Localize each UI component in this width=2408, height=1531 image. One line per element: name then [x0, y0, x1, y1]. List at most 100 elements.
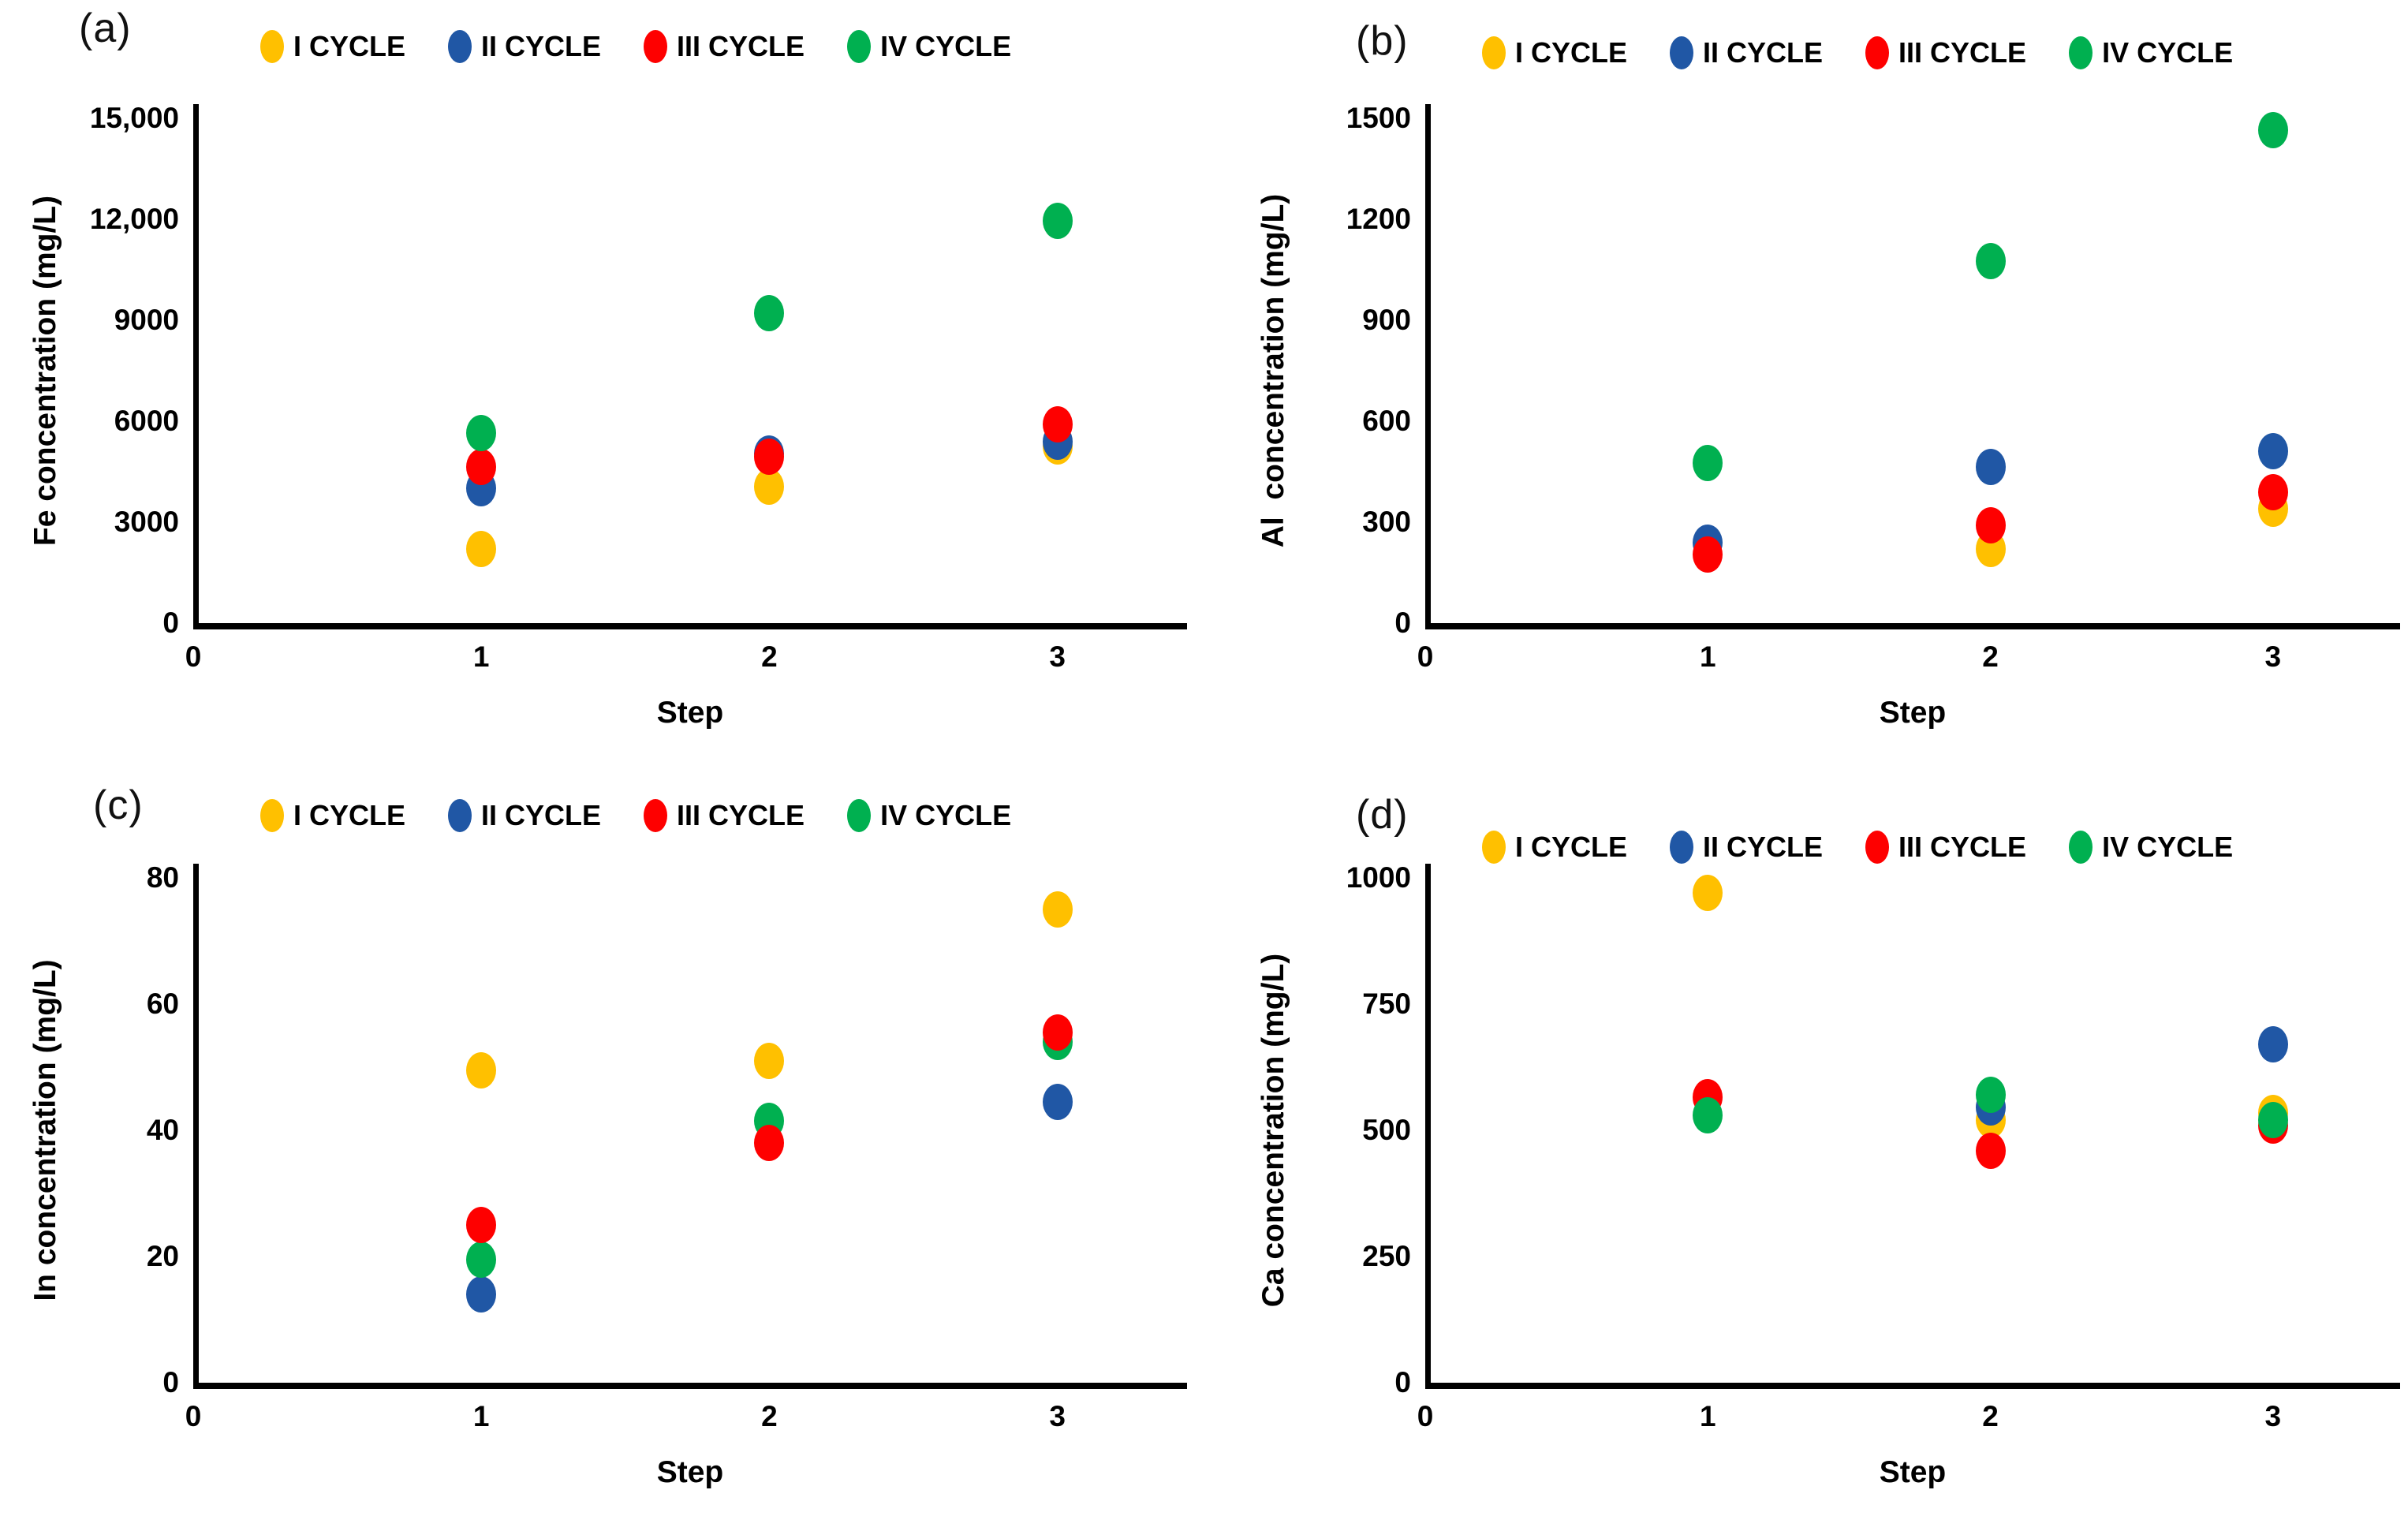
- data-point-i-cycle: [1693, 875, 1723, 912]
- data-point-i-cycle: [466, 531, 497, 568]
- y-tick-label: 80: [146, 861, 179, 894]
- data-point-ii-cycle: [466, 1276, 497, 1313]
- y-tick-label: 0: [162, 1366, 179, 1398]
- y-tick-label: 40: [146, 1114, 179, 1146]
- panel-label: (c): [93, 782, 144, 828]
- legend-item-iii-cycle: III CYCLE: [1865, 831, 2026, 864]
- data-point-ii-cycle: [2257, 1026, 2288, 1063]
- data-point-iv-cycle: [1042, 203, 1073, 240]
- legend-marker-i-cycle-icon: [1482, 36, 1506, 69]
- legend-item-iii-cycle: III CYCLE: [644, 799, 805, 832]
- data-point-iv-cycle: [466, 1242, 497, 1278]
- data-point-iii-cycle: [466, 448, 497, 485]
- legend-marker-ii-cycle-icon: [1670, 831, 1694, 864]
- legend-marker-i-cycle-icon: [1482, 831, 1506, 864]
- data-point-iii-cycle: [1042, 406, 1073, 443]
- y-axis-line: [193, 864, 199, 1388]
- x-axis-line: [193, 623, 1187, 629]
- x-tick-label: 2: [1982, 640, 1999, 673]
- y-tick-label: 250: [1362, 1240, 1411, 1272]
- y-tick-label: 1200: [1346, 203, 1411, 235]
- x-axis-line: [1425, 1383, 2400, 1389]
- legend-marker-iv-cycle-icon: [2069, 36, 2093, 69]
- data-point-iv-cycle: [2257, 1102, 2288, 1139]
- data-point-i-cycle: [754, 469, 785, 506]
- data-point-i-cycle: [1042, 891, 1073, 928]
- legend-item-iii-cycle: III CYCLE: [1865, 36, 2026, 69]
- legend-label: II CYCLE: [481, 30, 602, 62]
- legend-label: II CYCLE: [1703, 36, 1824, 69]
- data-point-iii-cycle: [1975, 1132, 2006, 1169]
- y-tick-label: 12,000: [89, 203, 179, 235]
- data-point-iii-cycle: [1042, 1014, 1073, 1051]
- legend-marker-ii-cycle-icon: [448, 30, 472, 63]
- legend-marker-ii-cycle-icon: [1670, 36, 1694, 69]
- y-axis-title: Al concentration (mg/L): [1256, 193, 1290, 548]
- data-point-ii-cycle: [1042, 1084, 1073, 1120]
- legend-label: III CYCLE: [677, 30, 805, 62]
- x-axis-line: [1425, 623, 2400, 629]
- x-axis-title: Step: [656, 696, 724, 730]
- legend-label: II CYCLE: [1703, 831, 1824, 863]
- y-tick-label: 600: [1362, 405, 1411, 437]
- y-tick-label: 0: [1394, 607, 1411, 639]
- x-tick-label: 0: [185, 1400, 202, 1432]
- y-tick-label: 300: [1362, 506, 1411, 538]
- y-tick-label: 3000: [114, 506, 179, 538]
- panel-c-in-chart: (c) I CYCLE II CYCLE III CYCLE IV CYCLE In …: [0, 760, 1204, 1531]
- x-axis-title: Step: [1879, 1455, 1947, 1489]
- legend-item-i-cycle: I CYCLE: [1482, 831, 1627, 864]
- y-tick-label: 0: [1394, 1366, 1411, 1398]
- legend-item-ii-cycle: II CYCLE: [448, 30, 601, 63]
- legend-marker-iii-cycle-icon: [1865, 831, 1890, 864]
- legend-item-ii-cycle: II CYCLE: [1670, 831, 1823, 864]
- y-tick-label: 1000: [1346, 861, 1411, 894]
- legend-item-i-cycle: I CYCLE: [260, 799, 405, 832]
- data-point-iii-cycle: [1975, 507, 2006, 544]
- y-tick-label: 750: [1362, 988, 1411, 1020]
- x-tick-label: 3: [2264, 640, 2282, 673]
- data-point-iv-cycle: [1975, 1077, 2006, 1114]
- x-axis-title: Step: [1879, 696, 1947, 730]
- y-tick-label: 6000: [114, 405, 179, 437]
- x-tick-label: 0: [1417, 640, 1434, 673]
- x-axis-line: [193, 1383, 1187, 1389]
- legend-label: IV CYCLE: [2102, 831, 2234, 863]
- legend: I CYCLE II CYCLE III CYCLE IV CYCLE: [1482, 36, 2233, 69]
- legend-item-i-cycle: I CYCLE: [1482, 36, 1627, 69]
- y-tick-label: 9000: [114, 304, 179, 336]
- data-point-iv-cycle: [466, 414, 497, 451]
- panel-label: (b): [1356, 18, 1409, 64]
- x-tick-label: 1: [1699, 1400, 1716, 1432]
- y-axis-line: [193, 104, 199, 629]
- legend-label: III CYCLE: [677, 799, 805, 831]
- legend-marker-iii-cycle-icon: [644, 30, 668, 63]
- data-point-ii-cycle: [1975, 448, 2006, 485]
- legend-label: I CYCLE: [1515, 36, 1628, 69]
- data-point-iv-cycle: [754, 295, 785, 332]
- x-tick-label: 2: [1982, 1400, 1999, 1432]
- legend-item-iv-cycle: IV CYCLE: [2069, 831, 2233, 864]
- x-tick-label: 3: [1049, 640, 1066, 673]
- legend-item-iv-cycle: IV CYCLE: [847, 799, 1011, 832]
- x-tick-label: 2: [761, 640, 778, 673]
- panel-a-fe-chart: (a) I CYCLE II CYCLE III CYCLE IV CYCLE Fe …: [0, 0, 1204, 771]
- legend-label: I CYCLE: [293, 799, 406, 831]
- legend-item-iii-cycle: III CYCLE: [644, 30, 805, 63]
- panel-label: (a): [79, 6, 132, 51]
- data-point-iv-cycle: [1975, 243, 2006, 280]
- legend-item-ii-cycle: II CYCLE: [1670, 36, 1823, 69]
- legend-label: III CYCLE: [1898, 831, 2027, 863]
- legend-label: II CYCLE: [481, 799, 602, 831]
- legend-label: I CYCLE: [293, 30, 406, 62]
- data-point-ii-cycle: [2257, 433, 2288, 470]
- y-tick-label: 500: [1362, 1114, 1411, 1146]
- x-tick-label: 1: [472, 1400, 490, 1432]
- data-point-iv-cycle: [1693, 445, 1723, 482]
- data-point-iii-cycle: [754, 1125, 785, 1161]
- panel-d-ca-chart: (d) I CYCLE II CYCLE III CYCLE IV CYCLE Ca …: [1204, 760, 2408, 1531]
- data-point-iv-cycle: [1693, 1096, 1723, 1133]
- y-tick-label: 900: [1362, 304, 1411, 336]
- data-point-iv-cycle: [2257, 111, 2288, 148]
